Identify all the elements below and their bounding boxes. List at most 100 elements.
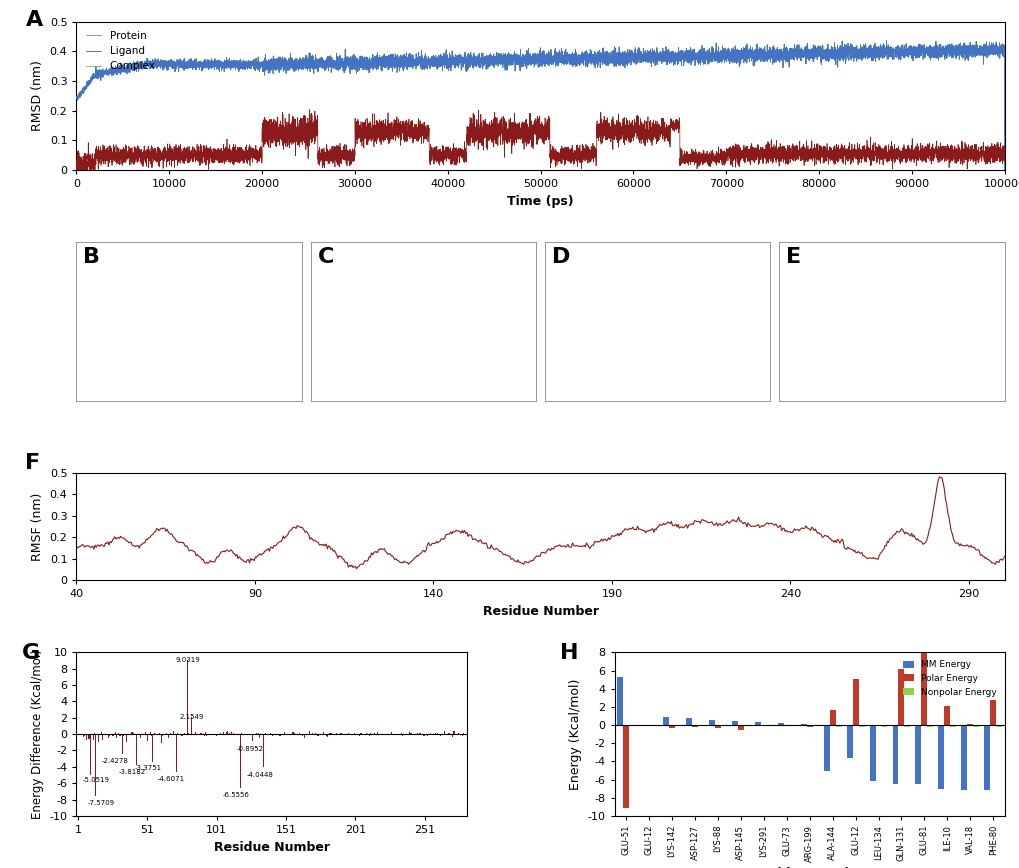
Bar (347, 733, 348, 734)
Text: D: D (551, 247, 570, 266)
Bar (327, 734, 328, 737)
Bar (115, 733, 116, 734)
Bar (169, 734, 170, 735)
Complex (74, 89, 87, 100)
Bar (141, 734, 142, 735)
Legend: Protein, Ligand, Complex: Protein, Ligand, Complex (82, 27, 160, 76)
Bar (340, 733, 341, 734)
Y-axis label: Energy (Kcal/mol): Energy (Kcal/mol) (569, 679, 582, 790)
Bar (439, 734, 440, 735)
Bar (304, 734, 305, 739)
Bar (170, 733, 171, 734)
Complex (524, 53, 536, 63)
Bar (225, 733, 226, 734)
Bar (313, 734, 314, 735)
Bar (443, 732, 444, 734)
Text: -4.0448: -4.0448 (246, 772, 273, 778)
Bar (714, 725, 720, 727)
Bar (404, 734, 405, 735)
Bar (200, 733, 201, 734)
Bar (271, 734, 272, 736)
Bar (317, 734, 318, 736)
Bar (223, 733, 224, 734)
Bar (89, 734, 90, 740)
Protein (949, 44, 961, 55)
Bar (662, 717, 668, 725)
Bar (915, 725, 920, 784)
Bar (989, 700, 996, 725)
Bar (300, 733, 301, 734)
Bar (117, 733, 118, 734)
Bar (783, 725, 789, 726)
Text: B: B (84, 247, 100, 266)
Bar (926, 725, 932, 727)
Protein (524, 54, 536, 64)
Bar (228, 733, 229, 734)
Complex (70, 93, 83, 103)
Bar (181, 734, 182, 736)
Text: G: G (21, 642, 40, 662)
Bar (328, 733, 329, 734)
Text: -6.5556: -6.5556 (222, 792, 250, 799)
Complex (998, 165, 1010, 175)
Bar (135, 734, 136, 735)
Text: H: H (559, 642, 578, 662)
Bar (996, 725, 1002, 727)
Bar (325, 734, 326, 736)
Bar (136, 734, 137, 766)
Complex (252, 60, 264, 70)
Bar (150, 732, 151, 734)
Ligand (70, 165, 83, 175)
Bar (154, 733, 155, 734)
Bar (835, 725, 841, 727)
Ligand (998, 157, 1010, 168)
Text: E: E (786, 247, 801, 266)
Bar (904, 725, 910, 727)
Bar (972, 725, 978, 727)
Bar (399, 734, 400, 735)
Complex (949, 44, 961, 55)
Bar (96, 734, 97, 796)
Bar (205, 733, 206, 734)
Bar (423, 734, 424, 736)
Bar (186, 661, 187, 734)
Bar (165, 734, 166, 735)
Bar (754, 722, 760, 725)
Bar (359, 734, 360, 736)
Bar (360, 733, 361, 734)
Bar (232, 733, 233, 734)
Bar (123, 734, 124, 736)
Bar (408, 734, 409, 735)
Bar (449, 733, 450, 734)
Bar (960, 725, 966, 791)
Bar (880, 725, 887, 727)
Bar (280, 734, 281, 735)
Bar (173, 731, 174, 734)
Bar (306, 734, 307, 735)
Bar (334, 734, 335, 735)
Bar (201, 733, 202, 734)
Bar (390, 732, 391, 734)
Text: -7.5709: -7.5709 (88, 799, 115, 806)
Bar (394, 734, 395, 735)
Bar (370, 733, 371, 734)
Bar (121, 734, 122, 754)
Complex (879, 36, 892, 46)
Bar (140, 734, 141, 739)
Bar (177, 733, 178, 734)
Bar (90, 734, 91, 775)
Complex (125, 62, 138, 73)
Bar (248, 734, 249, 735)
Bar (321, 734, 322, 735)
Bar (293, 733, 294, 734)
Text: -0.8952: -0.8952 (236, 746, 263, 752)
Bar (409, 733, 410, 734)
Bar (329, 733, 331, 734)
Bar (332, 734, 333, 735)
Bar (265, 733, 266, 734)
Ligand (109, 155, 121, 166)
Bar (93, 734, 94, 740)
Bar (806, 725, 812, 727)
Bar (823, 725, 828, 772)
Y-axis label: RMSF (nm): RMSF (nm) (32, 492, 44, 561)
